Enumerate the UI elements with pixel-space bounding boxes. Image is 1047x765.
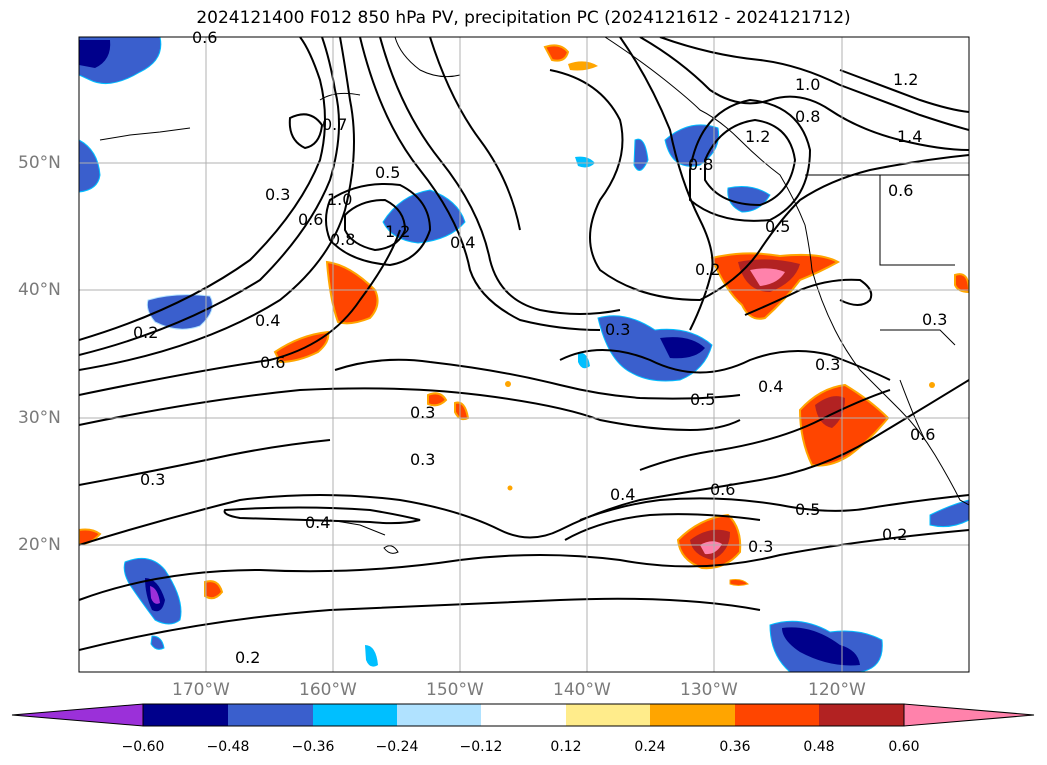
colorbar-tick: 0.60 [888,739,920,755]
lat-label-30n: 30°N [18,408,61,428]
contour-labels: 0.6 0.7 0.5 0.4 1.2 1.0 0.8 0.6 0.3 0.2 … [133,28,947,667]
contour-label: 0.3 [410,403,435,422]
lon-label-120w: 120°W [808,680,866,700]
contour-label: 0.3 [265,185,290,204]
contour-label: 0.2 [235,648,260,667]
contour-label: 0.3 [748,537,773,556]
colorbar-tick: −0.60 [121,739,165,755]
pv-contours [79,37,969,651]
contour-label: 0.6 [888,181,913,200]
colorbar-segment [735,704,819,726]
colorbar-segment [143,704,228,726]
contour-label: 0.8 [688,155,713,174]
colorbar-segment [819,704,904,726]
contour-label: 0.6 [710,480,735,499]
lat-label-20n: 20°N [18,535,61,555]
contour-label: 0.5 [765,217,790,236]
lon-label-130w: 130°W [680,680,738,700]
colorbar-tick: 0.24 [634,739,666,755]
contour-label: 0.4 [758,377,783,396]
contour-label: 0.8 [795,107,820,126]
contour-label: 1.0 [327,190,352,209]
contour-label: 0.6 [298,210,323,229]
contour-label: 0.3 [922,310,947,329]
contour-label: 0.8 [330,230,355,249]
colorbar-tick: 0.12 [550,739,582,755]
contour-label: 0.4 [610,485,635,504]
lon-label-150w: 150°W [426,680,484,700]
colorbar-segment [397,704,481,726]
colorbar-segment [228,704,313,726]
colorbar-tick: −0.36 [291,739,335,755]
colorbar [11,703,1035,727]
colorbar-segment [481,704,566,726]
gridlines [79,37,969,672]
contour-label: 0.6 [910,425,935,444]
lon-label-170w: 170°W [172,680,230,700]
contour-label: 0.3 [605,320,630,339]
contour-label: 1.2 [385,222,410,241]
map-frame [78,36,970,673]
contour-label: 0.4 [450,233,475,252]
contour-label: 1.2 [745,127,770,146]
coastlines [99,37,969,554]
colorbar-tick: −0.24 [375,739,419,755]
contour-label: 0.5 [690,390,715,409]
colorbar-tick: −0.12 [459,739,503,755]
lon-label-160w: 160°W [299,680,357,700]
colorbar-tick: −0.48 [206,739,250,755]
contour-label: 0.5 [375,163,400,182]
colorbar-extend-high [903,703,1035,727]
contour-label: 0.3 [140,470,165,489]
contour-label: 0.3 [410,450,435,469]
colorbar-segment [313,704,397,726]
colorbar-extend-low [11,703,144,727]
contour-label: 0.4 [305,513,330,532]
contour-label: 0.6 [260,353,285,372]
contour-label: 1.0 [795,75,820,94]
lon-label-140w: 140°W [553,680,611,700]
contour-label: 0.2 [695,260,720,279]
contour-label: 1.4 [897,127,922,146]
colorbar-tick: 0.36 [719,739,751,755]
colorbar-segment [566,704,650,726]
map-title: 2024121400 F012 850 hPa PV, precipitatio… [196,8,851,28]
contour-label: 0.2 [882,525,907,544]
contour-label: 0.7 [322,115,347,134]
lat-label-40n: 40°N [18,280,61,300]
colorbar-segment [650,704,735,726]
lat-label-50n: 50°N [18,153,61,173]
contour-label: 0.4 [255,311,280,330]
contour-label: 1.2 [893,70,918,89]
contour-label: 0.2 [133,323,158,342]
colorbar-tick: 0.48 [803,739,835,755]
contour-label: 0.3 [815,355,840,374]
contour-label: 0.5 [795,500,820,519]
